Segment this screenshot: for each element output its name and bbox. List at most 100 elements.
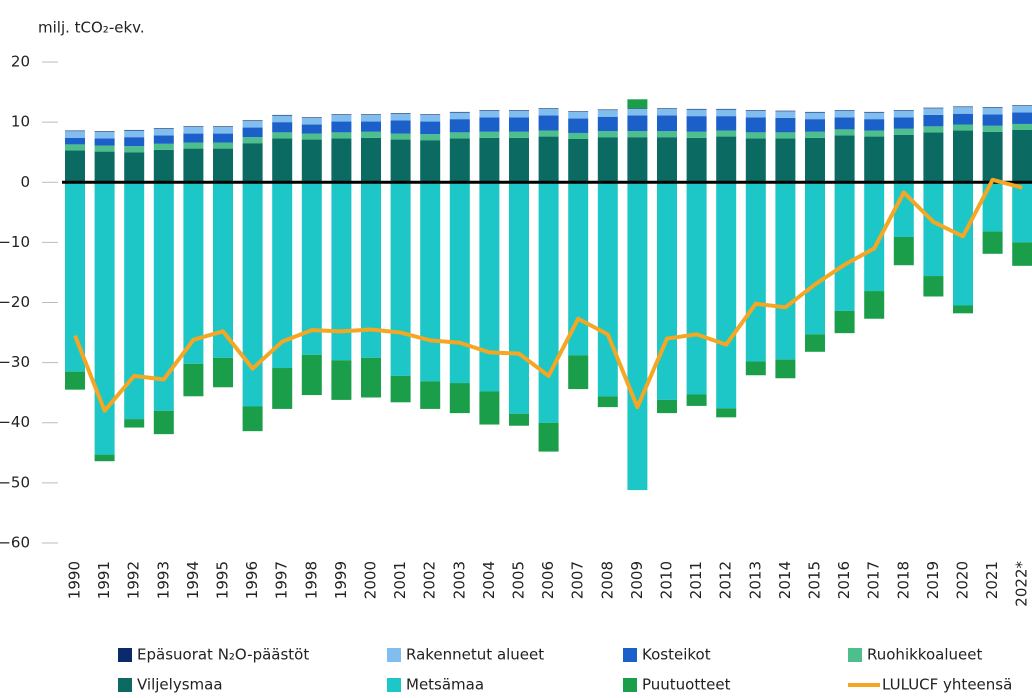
bar-segment	[982, 182, 1003, 232]
bar-segment	[982, 131, 1003, 183]
bar-segment	[834, 310, 855, 334]
x-tick-label: 2017	[865, 561, 883, 599]
bar-segment	[242, 182, 263, 407]
bar-segment	[982, 107, 1003, 115]
bar-segment	[390, 139, 411, 183]
bar-segment	[301, 117, 322, 118]
x-tick-label: 2000	[362, 561, 380, 599]
bar-segment	[509, 182, 529, 414]
y-tick-label: −30	[0, 353, 30, 371]
bar-segment	[390, 120, 411, 134]
bar-segment	[716, 182, 737, 409]
bar-segment	[183, 148, 204, 183]
bar-segment	[301, 133, 322, 140]
bar-segment	[65, 150, 85, 183]
line-series	[73, 177, 1023, 413]
bar-segment	[213, 126, 233, 134]
bar-segment	[183, 142, 204, 149]
bar-segment	[272, 368, 293, 409]
bar-segment	[420, 140, 441, 183]
legend-swatch	[118, 648, 132, 662]
bar-segment	[361, 131, 381, 138]
bar-segment	[953, 113, 973, 125]
bar-segment	[864, 182, 885, 292]
bar-segment	[923, 107, 944, 109]
x-tick-label: 2005	[510, 561, 528, 599]
bar-segment	[390, 133, 411, 140]
legend-swatch	[387, 648, 401, 662]
bar-segment	[361, 114, 381, 122]
bar-segment	[686, 131, 707, 138]
bar-segment	[94, 131, 115, 132]
bar-segment	[568, 111, 589, 112]
x-tick-label: 1995	[214, 561, 232, 599]
bar-segment	[538, 182, 559, 423]
bar-segment	[331, 132, 352, 139]
bar-segment	[124, 137, 145, 147]
bar-segment	[953, 130, 973, 183]
bar-segment	[331, 114, 352, 122]
x-tick-label: 2016	[835, 561, 853, 599]
legend-label: Epäsuorat N₂O-päästöt	[137, 646, 309, 664]
bar-segment	[538, 130, 559, 137]
bar-segment	[509, 413, 529, 426]
bar-segment	[627, 115, 648, 132]
legend-swatch	[848, 648, 862, 662]
y-tick-label: −10	[0, 233, 30, 251]
bar-segment	[65, 130, 85, 132]
bar-segment	[361, 114, 381, 115]
bar-segment	[331, 138, 352, 183]
bar-segment	[420, 114, 441, 122]
bar-segment	[893, 117, 914, 129]
x-tick-label: 2006	[539, 561, 557, 599]
bar-segment	[923, 108, 944, 115]
y-tick-label: −60	[0, 533, 30, 551]
bar-segment	[834, 182, 855, 311]
bar-segment	[331, 121, 352, 133]
bar-segment	[420, 134, 441, 141]
bar-segment	[953, 182, 973, 306]
bar-segment	[272, 114, 293, 116]
bar-segment	[509, 131, 529, 138]
bar-segment	[390, 113, 411, 114]
bar-segment	[301, 117, 322, 125]
x-tick-label: 2001	[391, 561, 409, 599]
bar-segment	[805, 334, 825, 352]
bar-segment	[864, 130, 885, 137]
bar-segment	[597, 116, 618, 132]
bar-segment	[301, 354, 322, 396]
x-tick-label: 2015	[806, 561, 824, 599]
legend-label: Puutuotteet	[642, 676, 731, 694]
bar-segment	[1012, 105, 1032, 106]
bar-segment	[745, 138, 766, 183]
bar-segment	[420, 381, 441, 409]
bar-segment	[893, 134, 914, 183]
bar-segment	[153, 149, 174, 183]
bar-segment	[982, 231, 1003, 254]
x-tick-label: 1992	[125, 561, 143, 599]
bar-segment	[745, 110, 766, 118]
bar-segment	[538, 108, 559, 116]
bar-segment	[124, 146, 145, 153]
x-tick-label: 1994	[184, 561, 202, 599]
bar-segment	[153, 143, 174, 150]
bar-segment	[65, 131, 85, 138]
bar-segment	[153, 128, 174, 136]
bar-segment	[834, 117, 855, 130]
bar-segment	[509, 137, 529, 183]
bar-segment	[361, 137, 381, 183]
bar-segment	[272, 115, 293, 123]
bar-segment	[805, 131, 825, 138]
bar-segment	[479, 137, 500, 183]
bar-segment	[1012, 182, 1032, 243]
bar-segment	[153, 182, 174, 411]
bar-segment	[420, 121, 441, 135]
bar-segment	[745, 110, 766, 111]
bar-segment	[272, 182, 293, 369]
bar-segment	[1012, 123, 1032, 130]
bar-segment	[390, 113, 411, 121]
bar-segment	[390, 375, 411, 403]
bar-segment	[745, 182, 766, 362]
bar-segment	[242, 120, 263, 121]
bar-segment	[893, 110, 914, 111]
